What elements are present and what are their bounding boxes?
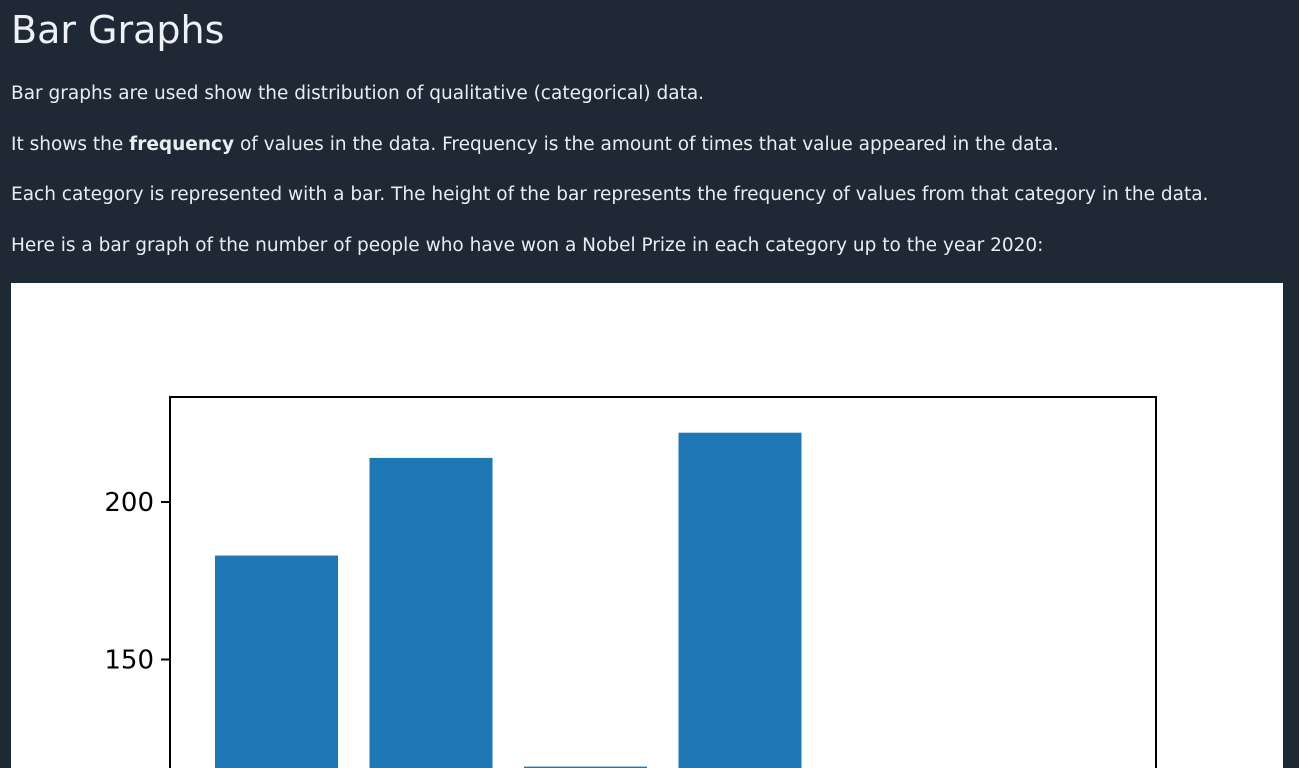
plot-area-frame <box>169 396 1157 768</box>
nobel-intro-paragraph: Here is a bar graph of the number of peo… <box>11 235 1044 256</box>
bar-2 <box>369 457 493 768</box>
y-tick-label-200: 200 <box>104 488 154 518</box>
category-paragraph: Each category is represented with a bar.… <box>11 184 1209 205</box>
frequency-text-after: of values in the data. Frequency is the … <box>234 134 1059 155</box>
frequency-text-before: It shows the <box>11 134 130 155</box>
page-title: Bar Graphs <box>11 8 225 52</box>
frequency-paragraph: It shows the frequency of values in the … <box>11 133 1059 157</box>
bar-3 <box>524 766 647 768</box>
bar-chart: 150 200 <box>104 396 1157 768</box>
bar-4 <box>678 432 802 768</box>
bar-chart-figure: 150 200 <box>11 283 1283 768</box>
frequency-term: frequency <box>129 134 235 155</box>
intro-paragraph: Bar graphs are used show the distributio… <box>11 83 705 104</box>
bar-1 <box>215 555 338 768</box>
y-tick-label-150: 150 <box>104 646 154 676</box>
